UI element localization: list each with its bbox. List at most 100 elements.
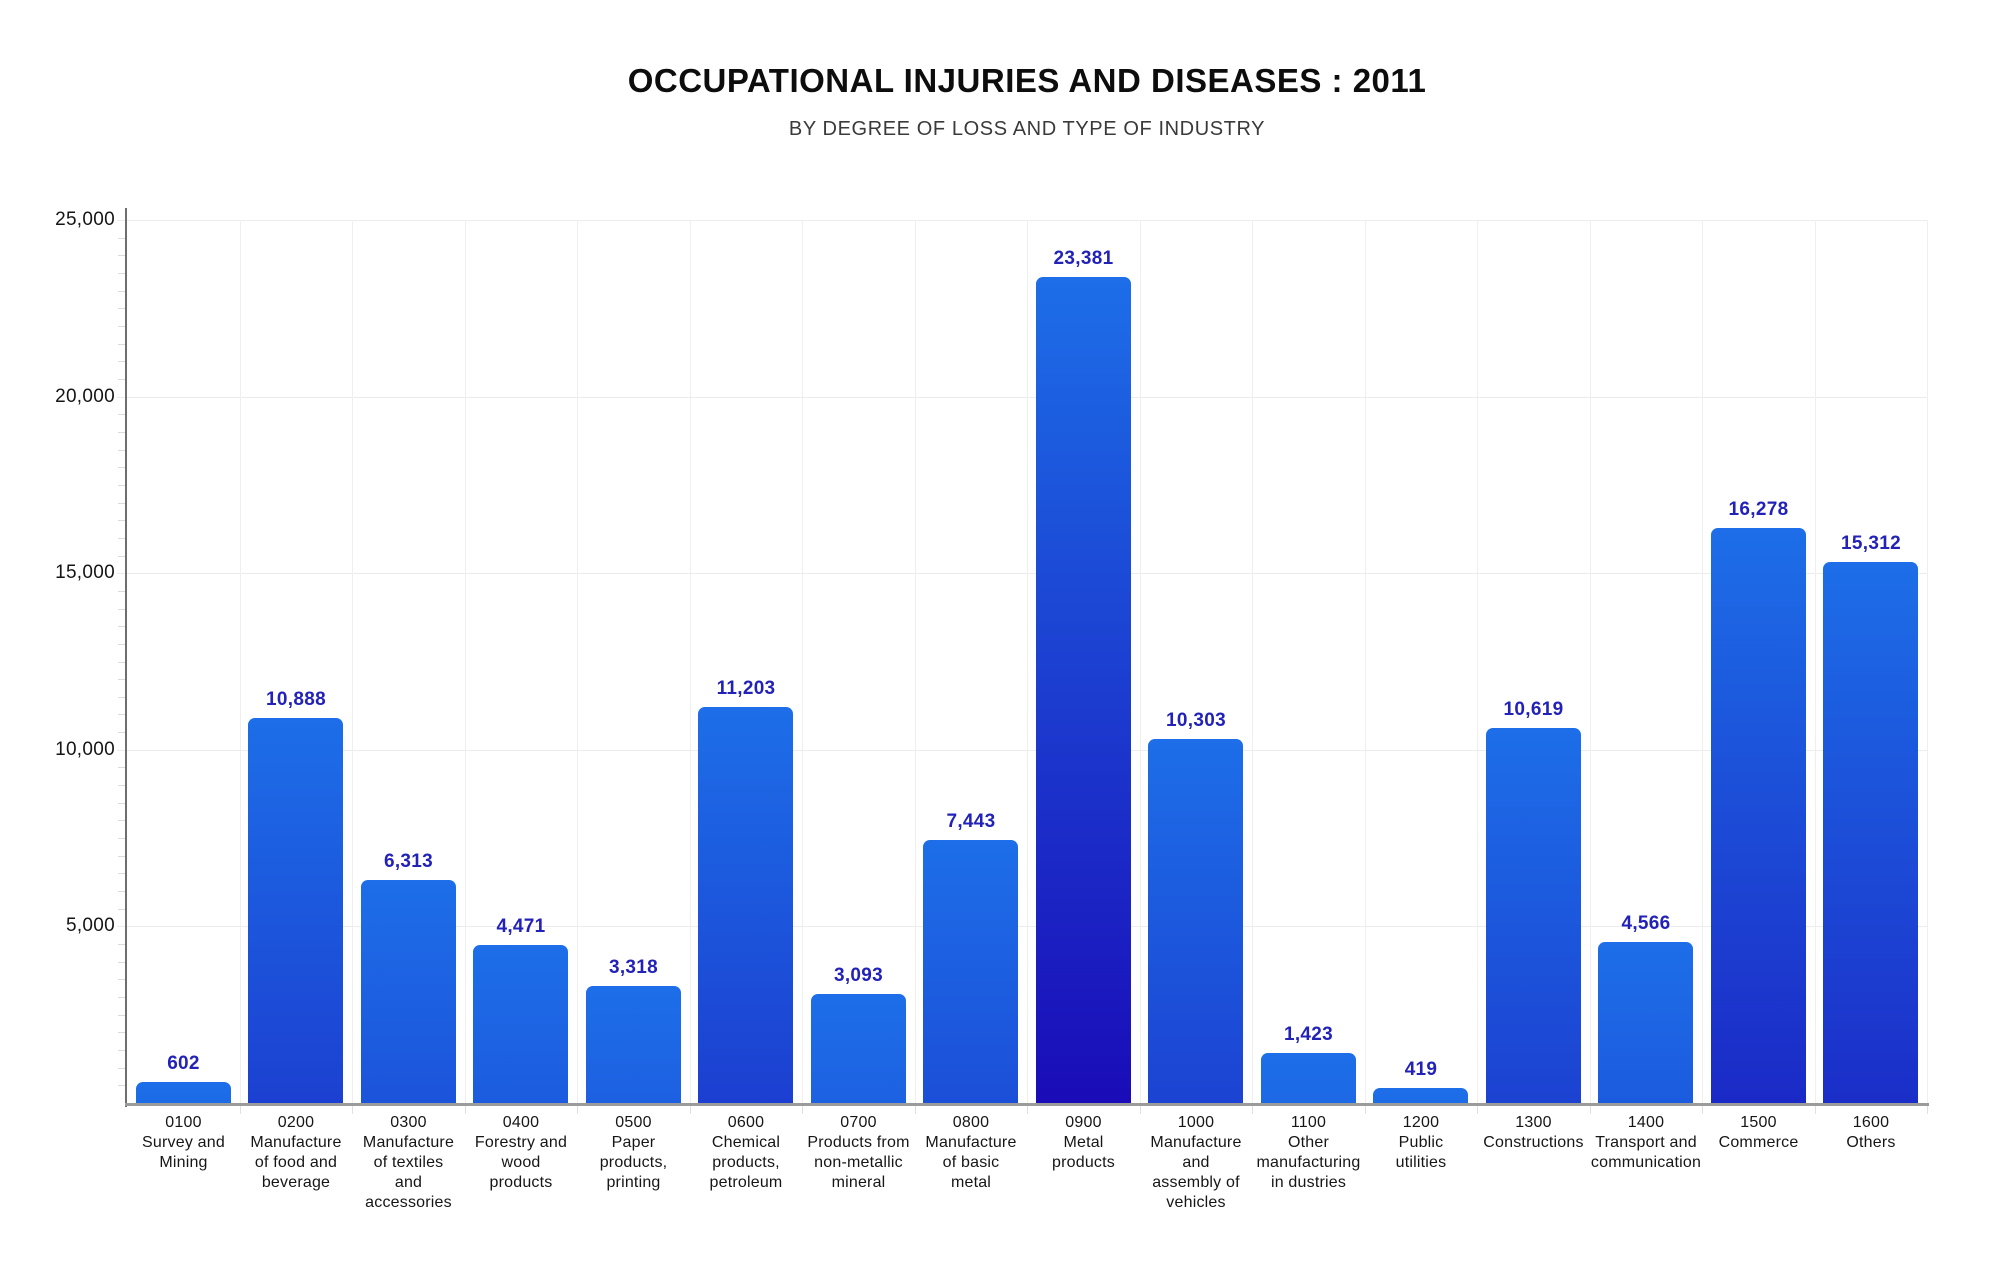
category-code: 0800	[952, 1114, 990, 1131]
category-name-line: Constructions	[1483, 1134, 1584, 1151]
x-gridline	[1027, 220, 1028, 1103]
x-gridline	[1477, 220, 1478, 1103]
y-axis-tick-label: 5,000	[65, 915, 115, 937]
y-axis-minor-tick	[118, 343, 126, 345]
x-gridline	[464, 220, 466, 1103]
category-code: 0500	[615, 1114, 652, 1131]
bar-1100	[1260, 1053, 1356, 1103]
x-axis-tick	[1814, 1106, 1816, 1114]
x-axis-tick	[914, 1106, 916, 1114]
category-name-line: Products from	[807, 1134, 910, 1151]
y-axis-minor-tick	[118, 714, 126, 716]
y-axis-minor-tick	[118, 908, 126, 910]
y-axis-minor-tick	[118, 626, 126, 628]
x-gridline	[1252, 220, 1253, 1103]
y-axis-minor-tick	[118, 979, 126, 981]
y-axis-minor-tick	[118, 785, 126, 787]
category-name-line: wood	[501, 1154, 541, 1171]
category-name-line: manufacturing	[1256, 1154, 1361, 1171]
x-axis-tick	[1027, 1106, 1028, 1114]
y-gridline	[117, 220, 1927, 221]
bar-1000	[1148, 739, 1244, 1103]
x-gridline	[802, 220, 803, 1103]
y-gridline	[117, 573, 1927, 575]
bar-1600	[1823, 562, 1919, 1103]
category-code: 1100	[1290, 1114, 1327, 1131]
x-gridline	[1702, 220, 1703, 1103]
y-gridline	[117, 926, 1927, 928]
bar-0300	[360, 880, 456, 1103]
y-axis-minor-tick	[118, 679, 126, 681]
y-axis-minor-tick	[118, 308, 126, 310]
y-axis-minor-tick	[118, 467, 126, 469]
y-axis-minor-tick	[118, 696, 126, 698]
y-axis-minor-tick	[118, 290, 126, 292]
y-axis-tick-label: 10,000	[55, 738, 115, 760]
x-axis-category-label: 1300 Constructions	[1477, 1113, 1590, 1153]
y-gridline	[117, 749, 1927, 751]
category-code: 1000	[1177, 1114, 1215, 1131]
x-axis-category-label: 0600 Chemical products, petroleum	[690, 1113, 803, 1193]
y-axis-minor-tick	[118, 520, 126, 522]
y-axis-minor-tick	[118, 873, 126, 875]
category-code: 0600	[727, 1114, 765, 1131]
category-code: 0400	[502, 1114, 540, 1131]
x-axis-tick	[1364, 1106, 1366, 1114]
x-axis-category-label: 0700 Products from non-metallic mineral	[802, 1113, 915, 1193]
y-axis-minor-tick	[118, 378, 126, 380]
category-name-line: Paper	[611, 1134, 656, 1151]
x-gridline	[1364, 220, 1366, 1103]
x-gridline	[1927, 220, 1928, 1103]
x-gridline	[352, 220, 353, 1103]
bar-1400	[1598, 942, 1694, 1103]
y-axis-minor-tick	[118, 961, 126, 963]
category-name-line: of food and	[254, 1154, 338, 1171]
category-name-line: products,	[712, 1154, 780, 1171]
x-axis-category-label: 0300 Manufacture of textiles and accessories	[352, 1113, 465, 1213]
x-axis-category-label: 0400 Forestry and wood products	[465, 1113, 578, 1193]
bar-0900	[1035, 277, 1131, 1103]
y-axis-minor-tick	[118, 502, 126, 504]
category-code: 1500	[1740, 1114, 1777, 1131]
category-name-line: and	[394, 1174, 423, 1191]
category-name-line: petroleum	[709, 1174, 783, 1191]
bar-0600	[698, 707, 794, 1103]
category-code: 0100	[165, 1114, 202, 1131]
x-gridline	[239, 220, 241, 1103]
category-name-line: metal	[950, 1174, 992, 1191]
category-code: 1200	[1402, 1114, 1440, 1131]
category-name-line: utilities	[1395, 1154, 1447, 1171]
bar-value-label: 10,303	[1166, 710, 1226, 731]
y-axis-minor-tick	[118, 1085, 126, 1087]
category-name-line: Manufacture	[250, 1134, 342, 1151]
y-axis-minor-tick	[118, 997, 126, 999]
category-name-line: non-metallic	[814, 1154, 903, 1171]
category-name-line: mineral	[831, 1174, 886, 1191]
x-axis-category-label: 1600 Others	[1815, 1113, 1928, 1153]
chart-title: OCCUPATIONAL INJURIES AND DISEASES : 201…	[627, 62, 1427, 99]
x-axis-tick	[352, 1106, 353, 1114]
y-axis-minor-tick	[118, 272, 126, 274]
y-gridline	[117, 396, 1927, 398]
x-axis-tick	[689, 1106, 691, 1114]
y-axis-minor-tick	[118, 855, 126, 857]
x-axis-category-label: 0500 Paper products, printing	[577, 1113, 690, 1193]
category-code: 0300	[390, 1114, 427, 1131]
category-name-line: of textiles	[373, 1154, 444, 1171]
x-axis-category-label: 1500 Commerce	[1702, 1113, 1815, 1153]
category-name-line: Manufacture	[362, 1134, 455, 1151]
chart-subtitle: BY DEGREE OF LOSS AND TYPE OF INDUSTRY	[788, 118, 1266, 140]
x-axis-line	[125, 1103, 1929, 1106]
category-code: 0200	[277, 1114, 315, 1131]
plot-area: 602 10,888 6,313 4,471 3,318 11,203 3,093 7,443…	[117, 208, 1929, 1114]
category-name-line: Manufacture	[925, 1134, 1017, 1151]
y-axis-minor-tick	[118, 838, 126, 840]
category-name-line: Public	[1398, 1134, 1444, 1151]
y-axis-minor-tick	[118, 1014, 126, 1016]
bar-value-label: 7,443	[946, 811, 996, 832]
y-axis-labels: 5,000 10,000 15,000 20,000 25,000	[5, 209, 115, 1103]
y-axis-line	[125, 208, 127, 1107]
x-axis-labels: 0100 Survey and Mining 0200 Manufacture of fo…	[127, 1113, 1927, 1253]
bar-1500	[1710, 528, 1806, 1103]
bar-value-label: 11,203	[716, 678, 776, 699]
